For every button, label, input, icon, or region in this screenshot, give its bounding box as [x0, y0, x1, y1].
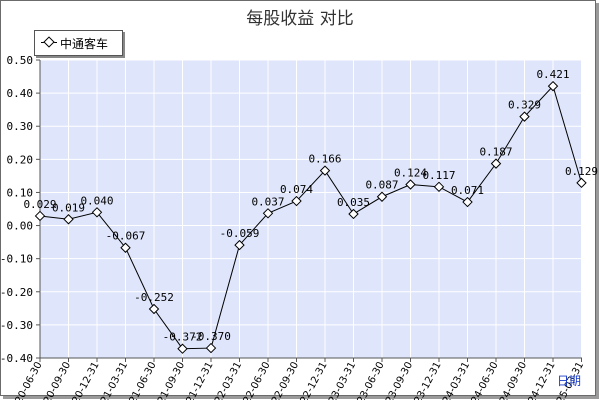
- data-point: [433, 181, 445, 193]
- data-label: 0.166: [308, 153, 341, 166]
- y-tick-label: -0.30: [0, 319, 33, 332]
- y-tick-label: -0.20: [0, 286, 33, 299]
- data-label: 0.117: [422, 169, 455, 182]
- data-label: 0.329: [508, 99, 541, 112]
- data-point: [376, 191, 388, 202]
- data-label: 0.040: [80, 194, 113, 207]
- chart-title: 每股收益 对比: [246, 9, 354, 29]
- data-label: 0.037: [251, 195, 284, 208]
- x-axis-label: 日期: [557, 374, 582, 388]
- legend-series-label: 中通客车: [60, 37, 109, 51]
- series-line: [39, 85, 582, 350]
- data-point: [234, 239, 245, 251]
- data-point: [177, 343, 188, 354]
- y-tick-label: 0.10: [7, 186, 34, 199]
- data-label: 0.129: [565, 165, 598, 178]
- data-point: [319, 165, 331, 176]
- y-tick-label: 0.20: [7, 153, 34, 166]
- data-label: 0.074: [280, 183, 313, 196]
- data-label: 0.187: [479, 146, 512, 159]
- data-label: 0.035: [337, 196, 370, 209]
- data-label: -0.252: [134, 291, 174, 304]
- data-point: [63, 214, 74, 225]
- data-label: -0.059: [220, 227, 260, 240]
- legend-diamond-icon: [43, 36, 55, 48]
- data-point: [34, 210, 46, 222]
- y-tick-label: -0.10: [0, 253, 33, 266]
- data-point: [120, 242, 131, 253]
- data-point: [205, 342, 217, 354]
- data-label: 0.019: [52, 201, 85, 214]
- y-tick-label: 0.30: [7, 120, 34, 133]
- data-label: -0.067: [106, 230, 146, 243]
- data-point: [348, 208, 359, 220]
- data-label: 0.071: [451, 184, 484, 197]
- data-label: 0.124: [394, 166, 427, 179]
- plot-area: [40, 60, 582, 358]
- y-tick-label: 0.00: [7, 220, 34, 233]
- data-label: 0.029: [23, 198, 56, 211]
- data-point: [291, 195, 302, 207]
- data-point: [547, 80, 559, 92]
- data-point: [405, 179, 416, 190]
- y-tick-label: 0.50: [7, 54, 34, 67]
- data-point: [576, 177, 587, 189]
- data-point: [490, 158, 502, 169]
- x-tick-label: 2020-06-30: [8, 360, 45, 400]
- y-tick-label: 0.40: [7, 87, 34, 100]
- data-point: [91, 207, 103, 218]
- data-label: -0.372: [163, 331, 203, 344]
- y-tick-label: -0.40: [0, 352, 33, 365]
- data-point: [262, 208, 274, 219]
- data-point: [462, 196, 473, 208]
- data-point: [148, 303, 160, 315]
- data-label: -0.370: [191, 330, 231, 343]
- legend: 中通客车: [34, 30, 123, 56]
- data-label: 0.421: [536, 68, 569, 81]
- data-label: 0.087: [365, 179, 398, 192]
- data-point: [519, 111, 530, 122]
